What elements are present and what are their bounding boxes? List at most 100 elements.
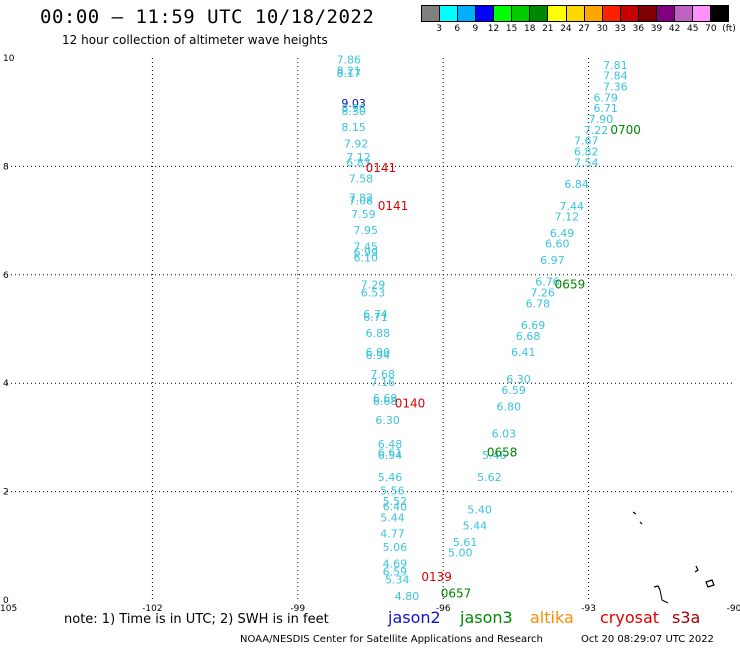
- pass-time-label: 0700: [610, 123, 641, 137]
- wave-height-value: 7.90: [589, 113, 614, 126]
- wave-height-value: 7.95: [354, 224, 379, 237]
- scale-swatch: [530, 6, 549, 21]
- wave-height-value: 7.29: [361, 278, 386, 291]
- wave-height-value: 9.03: [341, 97, 366, 110]
- wave-height-value: 5.56: [380, 484, 405, 497]
- wave-height-color-scale: 3 6 9 12 15 18 21 24 27 30 33 36 39 42 45 70 (ft): [421, 5, 736, 36]
- wave-height-value: 5.62: [477, 471, 502, 484]
- wave-height-value: 7.45: [354, 240, 379, 253]
- latitude-label: 10: [3, 54, 15, 64]
- wave-height-value: 6.68: [373, 395, 398, 408]
- page-title: 00:00 — 11:59 UTC 10/18/2022: [40, 6, 375, 28]
- scale-label: 33: [614, 24, 627, 34]
- wave-height-value: 6.03: [492, 427, 516, 440]
- wave-height-value: 6.80: [497, 400, 521, 413]
- wave-height-value: 6.41: [511, 346, 536, 359]
- wave-height-value: 7.58: [349, 173, 374, 186]
- wave-height-value: 6.30: [375, 414, 400, 427]
- scale-label: 45: [687, 24, 699, 34]
- longitude-label: -93: [581, 604, 596, 614]
- wave-height-value: 5.40: [467, 503, 492, 516]
- wave-observations: 7.868.218.179.038.968.308.157.927.126.83…: [337, 53, 628, 603]
- scale-swatch: [656, 6, 675, 21]
- wave-height-value: 7.81: [603, 59, 628, 72]
- wave-height-value: 6.10: [354, 251, 379, 264]
- wave-height-value: 7.82: [349, 192, 374, 205]
- color-scale-labels: 3 6 9 12 15 18 21 24 27 30 33 36 39 42 45 70 (ft): [421, 22, 736, 36]
- longitude-label: -90: [727, 604, 740, 614]
- scale-label: 36: [632, 24, 645, 34]
- wave-height-value: 7.92: [344, 137, 369, 150]
- scale-swatch: [476, 6, 495, 21]
- wave-height-value: 6.99: [354, 246, 379, 259]
- scale-swatch: [548, 6, 567, 21]
- scale-swatch: [692, 6, 711, 21]
- color-scale-bar: [421, 5, 729, 22]
- wave-height-value: 6.94: [366, 349, 391, 362]
- wave-height-value: 8.30: [341, 105, 366, 118]
- wave-height-value: 6.59: [383, 566, 408, 579]
- wave-height-value: 6.61: [378, 446, 403, 459]
- pass-time-label: 0658: [487, 445, 518, 459]
- wave-height-value: 6.69: [521, 319, 546, 332]
- wave-height-value: 7.12: [555, 211, 580, 224]
- wave-height-value: 7.67: [574, 135, 599, 148]
- credit-line: NOAA/NESDIS Center for Satellite Applica…: [240, 634, 543, 645]
- wave-height-value: 8.17: [337, 67, 362, 80]
- scale-label: 27: [578, 24, 590, 34]
- axis-labels: -105 -102 -99 -96 -93 -90 0 2 4 6 8 10: [0, 54, 740, 614]
- legend-s3a: s3a: [672, 608, 701, 627]
- scale-label: 3: [436, 24, 442, 34]
- scale-label: 24: [560, 24, 572, 34]
- wave-height-value: 7.22: [584, 124, 609, 137]
- wave-height-value: 4.69: [383, 557, 408, 570]
- longitude-label: -96: [436, 604, 451, 614]
- wave-height-value: 5.00: [448, 547, 473, 560]
- pass-time-label: 0657: [441, 586, 472, 600]
- units-note: note: 1) Time is in UTC; 2) SWH is in fe…: [64, 612, 329, 627]
- wave-height-value: 5.46: [378, 471, 403, 484]
- wave-height-value: 6.48: [378, 438, 403, 451]
- wave-height-value: 4.77: [380, 528, 405, 541]
- scale-label: 70: [705, 24, 717, 34]
- wave-height-value: 7.54: [574, 156, 599, 169]
- wave-height-value: 7.26: [530, 286, 555, 299]
- wave-height-value: 6.53: [361, 286, 386, 299]
- scale-swatch: [512, 6, 531, 21]
- scale-label: 30: [596, 24, 608, 34]
- pass-time-label: 0140: [395, 397, 426, 411]
- wave-height-value: 7.16: [371, 376, 396, 389]
- latitude-label: 2: [3, 488, 9, 498]
- legend-cryosat: cryosat: [600, 608, 660, 627]
- generated-timestamp: Oct 20 08:29:07 UTC 2022: [581, 634, 714, 645]
- wave-height-value: 6.59: [501, 384, 526, 397]
- scale-label: 12: [487, 24, 500, 34]
- wave-height-value: 6.54: [378, 449, 403, 462]
- wave-height-value: 6.30: [506, 373, 531, 386]
- latitude-label: 6: [3, 271, 9, 281]
- scale-swatch: [458, 6, 477, 21]
- wave-height-value: 6.71: [363, 311, 388, 324]
- wave-height-value: 4.80: [395, 590, 420, 603]
- island-outline: [632, 511, 715, 591]
- scale-swatch: [674, 6, 693, 21]
- wave-height-value: 8.96: [341, 102, 366, 115]
- wave-height-value: 6.79: [593, 91, 618, 104]
- scale-label: 9: [472, 24, 479, 34]
- scale-swatch: [494, 6, 513, 21]
- page-subtitle: 12 hour collection of altimeter wave hei…: [62, 33, 328, 47]
- wave-height-value: 7.86: [337, 53, 362, 66]
- scale-swatch: [440, 6, 459, 21]
- scale-swatch: [711, 6, 729, 21]
- wave-height-value: 5.46: [482, 449, 507, 462]
- longitude-label: -102: [142, 604, 162, 614]
- wave-height-value: 6.76: [535, 276, 560, 289]
- wave-height-value: 5.44: [380, 511, 405, 524]
- scale-swatch: [566, 6, 585, 21]
- wave-height-value: 6.90: [366, 346, 391, 359]
- wave-height-value: 7.36: [603, 81, 628, 94]
- wave-height-value: 6.40: [383, 501, 408, 514]
- scale-label: 42: [668, 24, 681, 34]
- wave-height-value: 6.71: [593, 102, 618, 115]
